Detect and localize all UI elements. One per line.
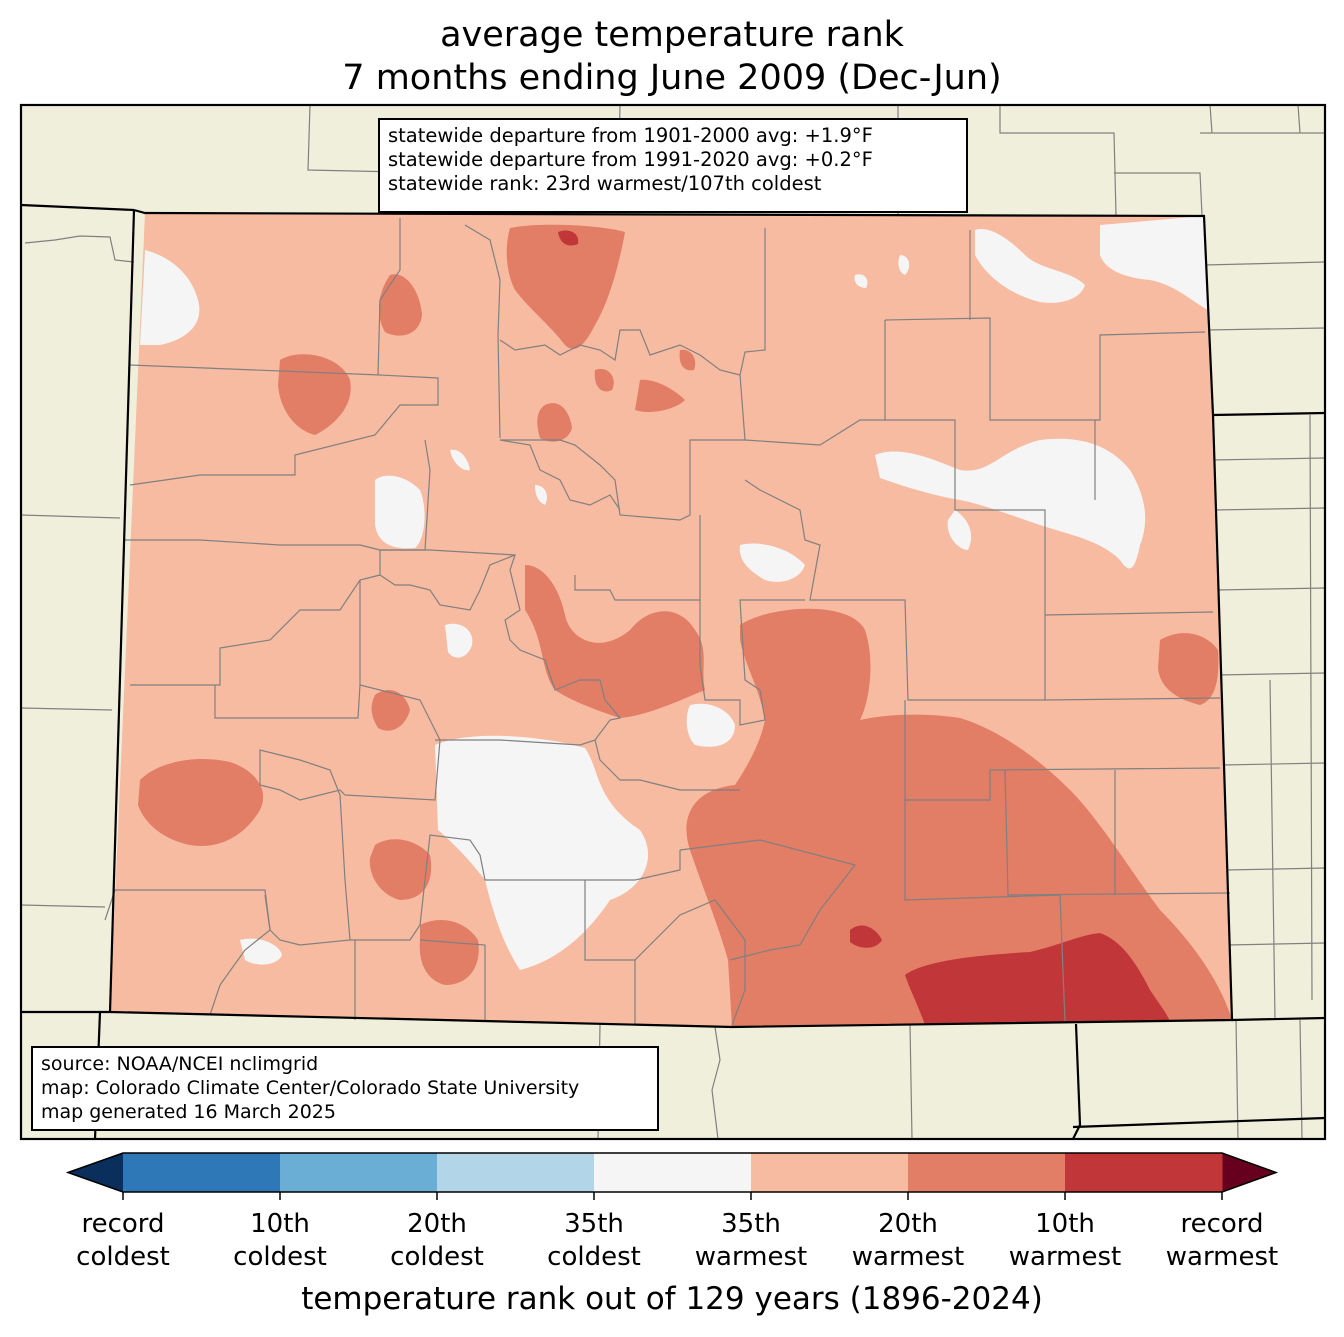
- stats-rank: statewide rank: 23rd warmest/107th colde…: [388, 172, 822, 195]
- regions-near-normal: [140, 216, 1208, 970]
- colorbar-tick-label-line2: warmest: [1008, 1242, 1122, 1272]
- colorbar-tick-label-6: 10th warmest: [985, 1208, 1145, 1274]
- colorbar-tick-label-line1: 20th: [878, 1209, 938, 1239]
- stats-departure-1901-2000: statewide departure from 1901-2000 avg: …: [388, 124, 873, 147]
- colorbar-tick-label-line1: 20th: [407, 1209, 467, 1239]
- colorbar-tick-label-5: 20th warmest: [828, 1208, 988, 1274]
- colorbar-title: temperature rank out of 129 years (1896-…: [301, 1281, 1043, 1317]
- colorbar-tick-label-line1: 35th: [721, 1209, 781, 1239]
- colorbar-tick-label-7: record warmest: [1142, 1208, 1302, 1274]
- colorbar-tick-label-line2: coldest: [547, 1242, 641, 1272]
- colorbar-tick-label-0: record coldest: [43, 1208, 203, 1274]
- colorbar-tick-label-line2: warmest: [1165, 1242, 1279, 1272]
- colorbar-tick-label-line1: record: [81, 1209, 165, 1239]
- statewide-stats-box: statewide departure from 1901-2000 avg: …: [378, 118, 968, 213]
- colorbar-under-arrow: [68, 1153, 123, 1192]
- stats-departure-1991-2020: statewide departure from 1991-2020 avg: …: [388, 148, 873, 171]
- colorbar-segment-5: [908, 1153, 1066, 1192]
- colorbar-tick-label-line2: coldest: [233, 1242, 327, 1272]
- map-title-line2: 7 months ending June 2009 (Dec-Jun): [342, 58, 1002, 98]
- map-date-line: map generated 16 March 2025: [41, 1101, 336, 1123]
- colorbar: [65, 1152, 1279, 1200]
- colorbar-segment-3: [594, 1153, 752, 1192]
- colorbar-segment-1: [280, 1153, 438, 1192]
- state-borders: [20, 203, 1326, 1140]
- colorbar-segment-0: [123, 1153, 281, 1192]
- colorbar-tick-label-line2: coldest: [390, 1242, 484, 1272]
- colorbar-tick-label-3: 35th coldest: [514, 1208, 674, 1274]
- map-credit-line: map: Colorado Climate Center/Colorado St…: [41, 1077, 580, 1099]
- source-line: source: NOAA/NCEI nclimgrid: [41, 1053, 319, 1075]
- colorbar-segment-4: [751, 1153, 909, 1192]
- colorbar-tick-label-line2: warmest: [851, 1242, 965, 1272]
- colorbar-tick-label-line1: 10th: [250, 1209, 310, 1239]
- colorbar-segment-2: [437, 1153, 595, 1192]
- colorbar-segment-6: [1065, 1153, 1223, 1192]
- colorbar-over-arrow: [1222, 1153, 1276, 1192]
- colorbar-tick-label-line2: coldest: [76, 1242, 170, 1272]
- colorbar-tick-label-line1: 10th: [1035, 1209, 1095, 1239]
- colorbar-tick-label-1: 10th coldest: [200, 1208, 360, 1274]
- map-frame: [19, 103, 1327, 1141]
- regions-10th-warmest: [558, 230, 1170, 1025]
- colorado-rank-fill: [110, 213, 1232, 1027]
- colorbar-tick-label-line1: record: [1180, 1209, 1264, 1239]
- source-box: source: NOAA/NCEI nclimgrid map: Colorad…: [31, 1046, 659, 1131]
- colorbar-tick-label-4: 35th warmest: [671, 1208, 831, 1274]
- colorbar-tick-label-line2: warmest: [694, 1242, 808, 1272]
- colorbar-tick-label-2: 20th coldest: [357, 1208, 517, 1274]
- colorado-county-lines: [104, 218, 1231, 1026]
- colorbar-tick-label-line1: 35th: [564, 1209, 624, 1239]
- regions-20th-warmest: [138, 224, 1232, 1027]
- map-title-line1: average temperature rank: [440, 15, 904, 55]
